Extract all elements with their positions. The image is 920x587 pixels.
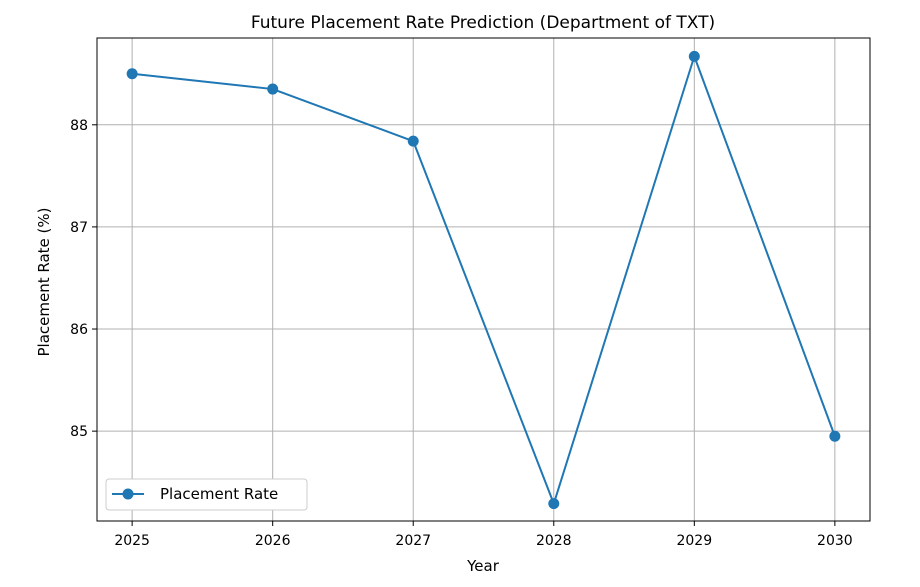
x-tick-label: 2025 <box>114 533 150 549</box>
x-tick-label: 2028 <box>536 533 572 549</box>
y-axis-label: Placement Rate (%) <box>35 208 53 357</box>
series-line-placement-rate <box>132 55 836 505</box>
x-tick-label: 2026 <box>255 533 291 549</box>
data-point <box>829 430 841 442</box>
legend-marker-swatch <box>122 488 134 500</box>
plot-frame <box>96 37 871 522</box>
legend-label: Placement Rate <box>160 485 278 503</box>
y-tick-label: 85 <box>70 424 88 440</box>
grid-lines <box>97 38 870 521</box>
data-point <box>688 50 700 62</box>
legend: Placement Rate <box>105 478 308 511</box>
x-axis-label: Year <box>466 557 500 575</box>
x-axis-ticks: 2025 2026 2027 2028 2029 2030 <box>114 521 853 549</box>
x-tick-label: 2030 <box>817 533 853 549</box>
x-tick-label: 2027 <box>395 533 431 549</box>
y-axis-ticks: 85 86 87 88 <box>70 118 97 440</box>
series-layer <box>126 50 841 510</box>
x-tick-label: 2029 <box>676 533 712 549</box>
legend-box <box>105 478 308 511</box>
chart-title: Future Placement Rate Prediction (Depart… <box>251 13 715 33</box>
y-tick-label: 88 <box>70 118 88 134</box>
data-point <box>126 68 138 80</box>
data-point <box>267 83 279 95</box>
data-point <box>407 135 419 147</box>
data-point <box>548 498 560 510</box>
y-tick-label: 87 <box>70 220 88 236</box>
y-tick-label: 86 <box>70 322 88 338</box>
